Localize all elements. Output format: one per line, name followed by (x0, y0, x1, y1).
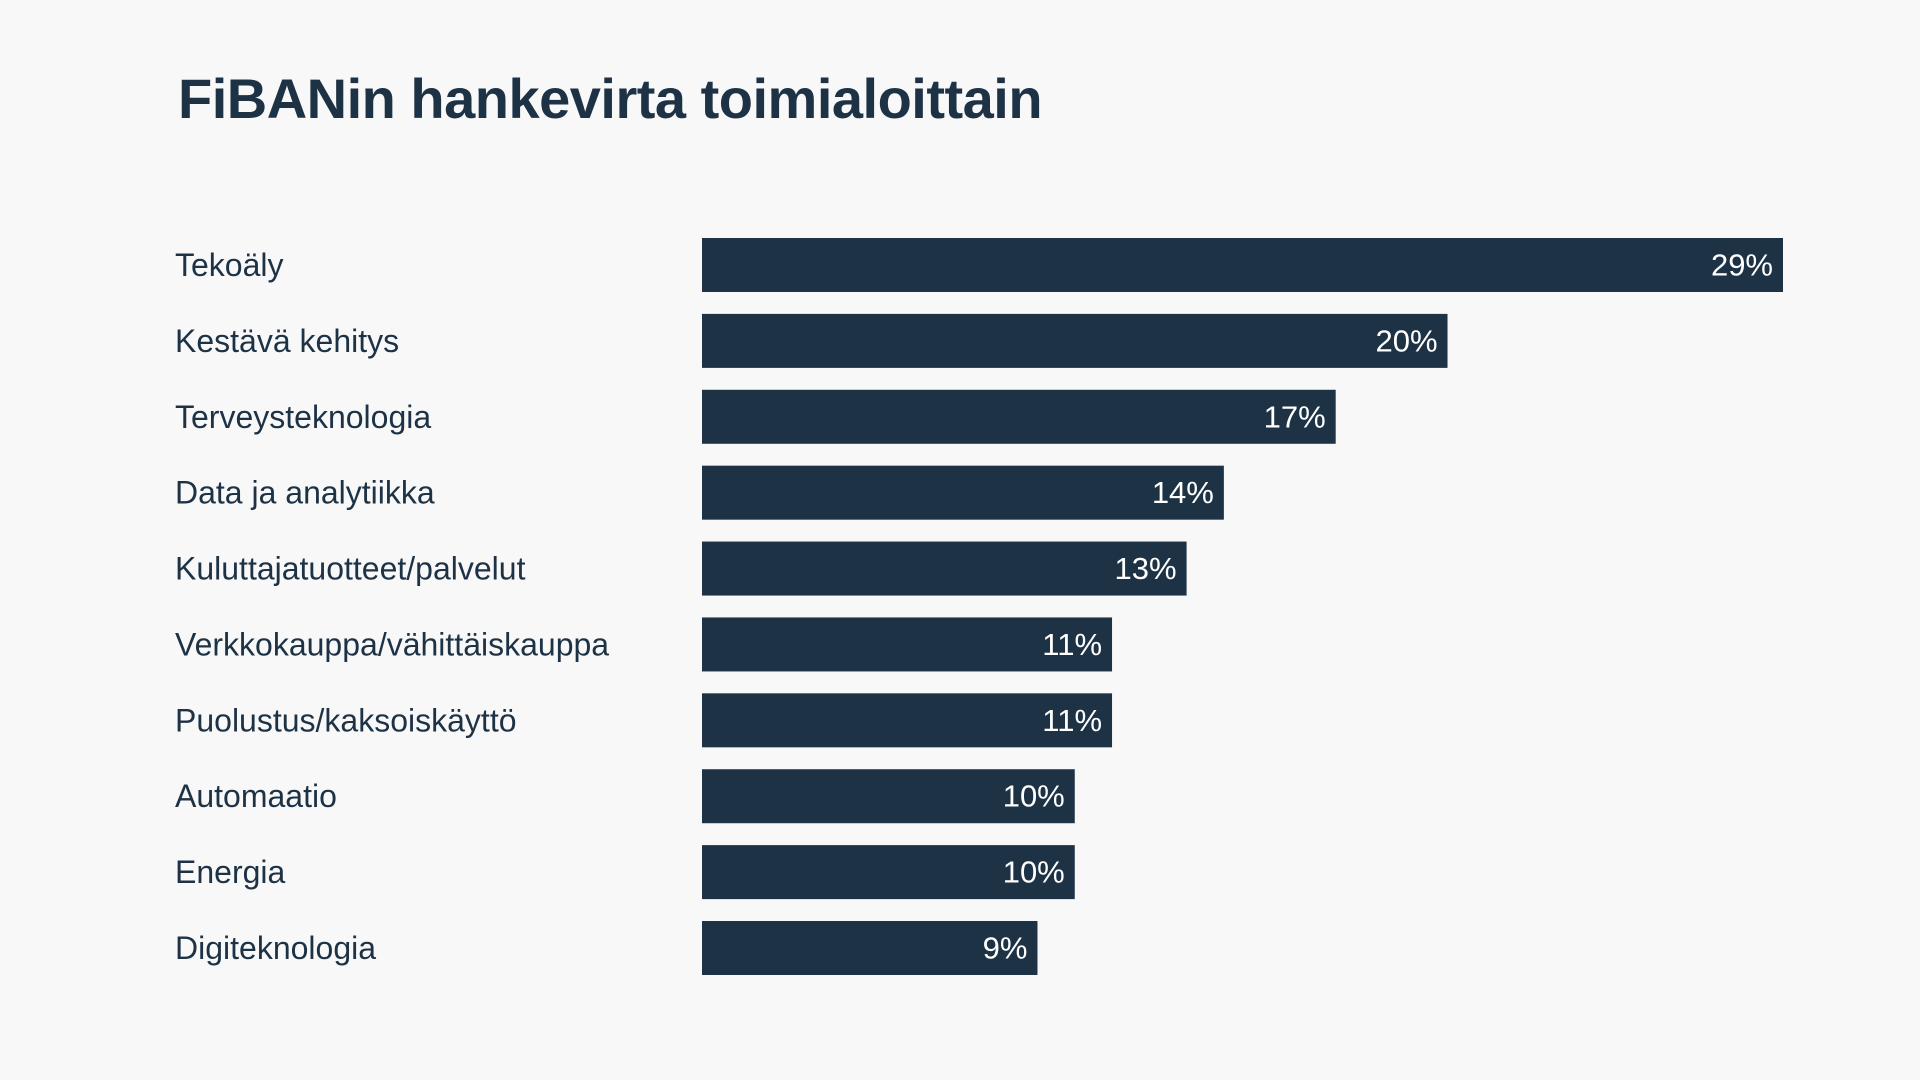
category-label: Tekoäly (175, 247, 284, 283)
bar (702, 769, 1075, 824)
value-label: 29% (1711, 248, 1773, 283)
category-label: Kestävä kehitys (175, 323, 399, 359)
bar (702, 313, 1448, 368)
bar (702, 238, 1783, 292)
bar (702, 617, 1113, 672)
bar (702, 541, 1187, 596)
category-label: Terveysteknologia (175, 399, 431, 435)
category-label: Verkkokauppa/vähittäiskauppa (175, 626, 609, 662)
value-label: 10% (1003, 779, 1065, 814)
value-label: 20% (1375, 323, 1437, 358)
value-labels-layer: 29% 20% 17% 14% 13% 11% 11% 10% 10% 9% (983, 248, 1773, 966)
category-labels-layer: Tekoäly Kestävä kehitys Terveysteknologia D… (175, 247, 609, 966)
category-label: Energia (175, 854, 286, 890)
bars-layer (702, 238, 1783, 975)
value-label: 10% (1003, 855, 1065, 890)
bar (702, 845, 1075, 900)
bar (702, 465, 1224, 520)
bar (702, 921, 1038, 975)
chart-title: FiBANin hankevirta toimialoittain (178, 67, 1043, 130)
category-label: Automaatio (175, 778, 337, 814)
value-label: 13% (1115, 551, 1177, 586)
category-label: Puolustus/kaksoiskäyttö (175, 702, 517, 738)
category-label: Digiteknologia (175, 930, 376, 966)
value-label: 14% (1152, 475, 1214, 510)
value-label: 11% (1042, 703, 1102, 738)
category-label: Data ja analytiikka (175, 475, 435, 511)
bar (702, 389, 1336, 444)
value-label: 9% (983, 931, 1028, 966)
value-label: 17% (1264, 399, 1326, 434)
value-label: 11% (1042, 627, 1102, 662)
category-label: Kuluttajatuotteet/palvelut (175, 551, 526, 587)
bar (702, 693, 1113, 748)
